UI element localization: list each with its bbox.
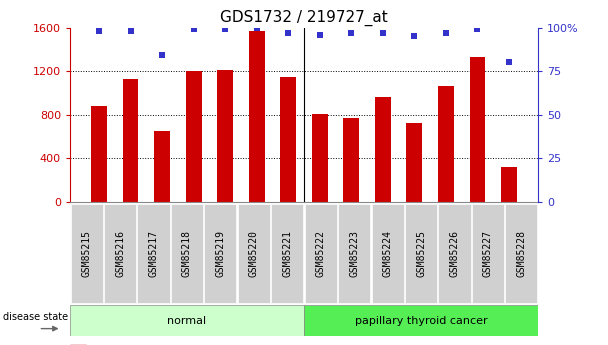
FancyBboxPatch shape	[405, 204, 437, 303]
Point	[94, 28, 104, 34]
Text: GSM85220: GSM85220	[249, 230, 259, 277]
Bar	[407, 124, 422, 202]
Text: GSM85225: GSM85225	[416, 230, 426, 277]
Point	[126, 28, 136, 34]
Bar	[186, 71, 201, 202]
FancyBboxPatch shape	[305, 204, 337, 303]
Bar	[469, 57, 485, 202]
FancyBboxPatch shape	[304, 305, 538, 336]
Text: papillary thyroid cancer: papillary thyroid cancer	[354, 316, 488, 326]
Point	[315, 32, 325, 37]
FancyBboxPatch shape	[204, 204, 237, 303]
Point	[472, 27, 482, 32]
Bar	[438, 86, 454, 202]
Text: GSM85218: GSM85218	[182, 230, 192, 277]
Bar	[280, 77, 296, 202]
Text: GSM85215: GSM85215	[81, 230, 92, 277]
FancyBboxPatch shape	[438, 204, 471, 303]
Bar	[249, 31, 264, 202]
Text: GSM85221: GSM85221	[282, 230, 292, 277]
Text: GSM85217: GSM85217	[148, 230, 159, 277]
Bar	[123, 79, 139, 202]
Bar	[217, 70, 233, 202]
Text: disease state: disease state	[4, 312, 69, 322]
FancyBboxPatch shape	[271, 204, 303, 303]
Point	[504, 60, 514, 65]
Bar	[375, 97, 391, 202]
FancyBboxPatch shape	[238, 204, 270, 303]
FancyBboxPatch shape	[70, 305, 304, 336]
Point	[252, 25, 261, 30]
Text: GSM85226: GSM85226	[449, 230, 460, 277]
FancyBboxPatch shape	[371, 204, 404, 303]
FancyBboxPatch shape	[505, 204, 537, 303]
Text: GSM85223: GSM85223	[349, 230, 359, 277]
Title: GDS1732 / 219727_at: GDS1732 / 219727_at	[220, 10, 388, 26]
Bar	[344, 118, 359, 202]
Text: normal: normal	[167, 316, 207, 326]
Point	[347, 30, 356, 36]
Bar	[312, 114, 328, 202]
FancyBboxPatch shape	[104, 204, 136, 303]
FancyBboxPatch shape	[137, 204, 170, 303]
Point	[283, 30, 293, 36]
Point	[378, 30, 388, 36]
Text: GSM85222: GSM85222	[316, 230, 326, 277]
Bar	[154, 131, 170, 202]
Point	[220, 27, 230, 32]
FancyBboxPatch shape	[171, 204, 203, 303]
Point	[189, 27, 199, 32]
Text: GSM85219: GSM85219	[215, 230, 226, 277]
Text: GSM85228: GSM85228	[516, 230, 527, 277]
FancyBboxPatch shape	[71, 204, 103, 303]
Bar	[501, 167, 517, 202]
Text: GSM85216: GSM85216	[115, 230, 125, 277]
FancyBboxPatch shape	[472, 204, 504, 303]
Text: GSM85224: GSM85224	[382, 230, 393, 277]
Bar	[91, 106, 107, 202]
FancyBboxPatch shape	[338, 204, 370, 303]
Text: GSM85227: GSM85227	[483, 230, 493, 277]
Point	[157, 53, 167, 58]
Point	[441, 30, 451, 36]
Point	[409, 33, 419, 39]
